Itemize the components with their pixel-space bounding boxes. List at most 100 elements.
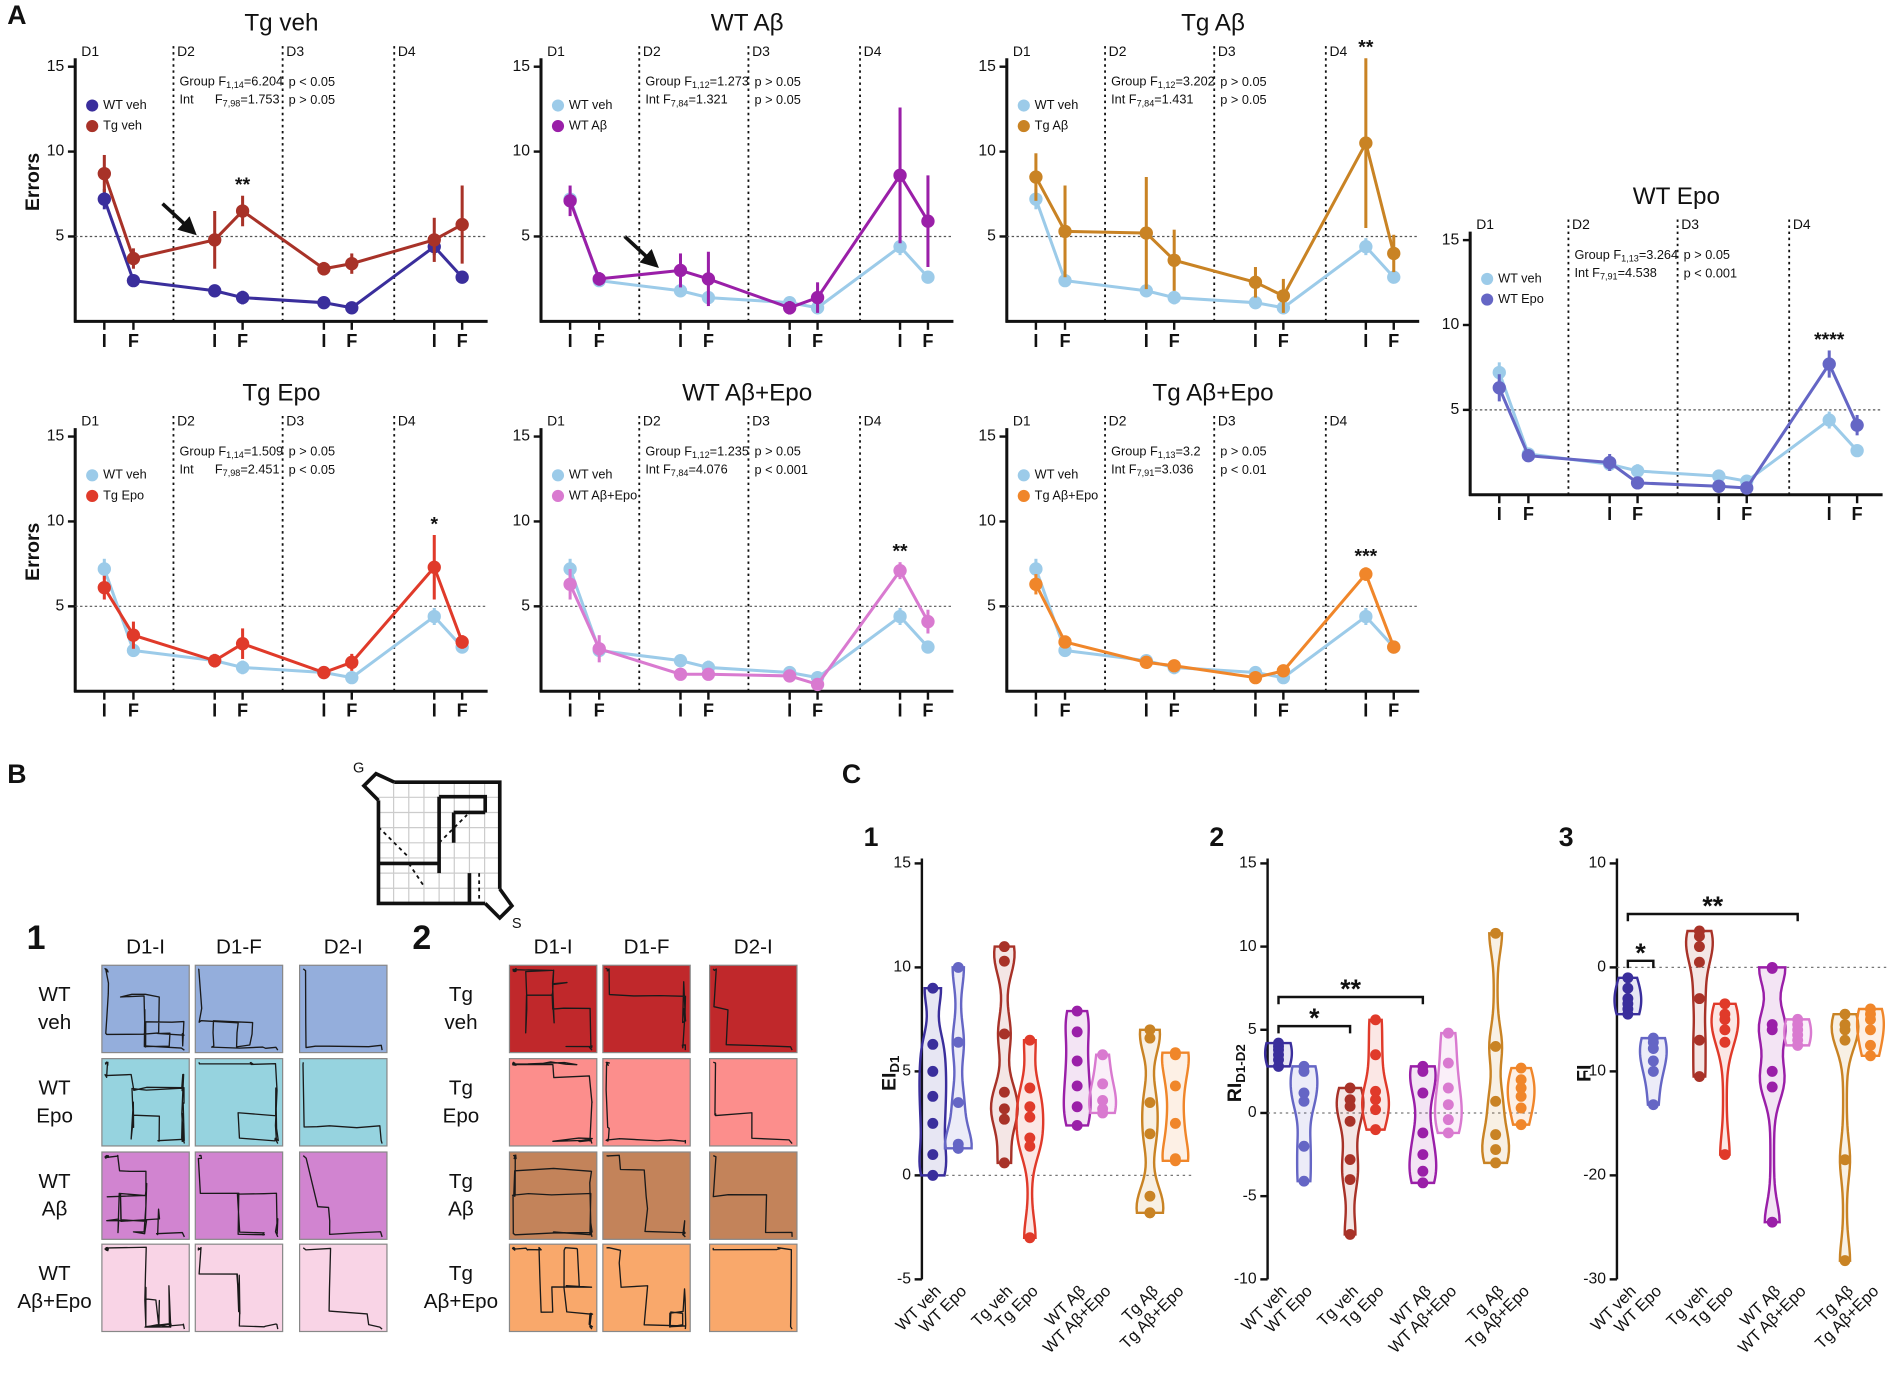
x-tick-label: F xyxy=(237,331,248,351)
data-point xyxy=(1144,1097,1156,1109)
data-point xyxy=(1719,1013,1731,1025)
x-tick-label: F xyxy=(594,701,605,721)
x-tick-label: I xyxy=(898,331,903,351)
data-point xyxy=(1417,1177,1429,1189)
significance-label: * xyxy=(1635,938,1646,968)
data-point xyxy=(1024,1111,1036,1123)
stat-text: Int F7,91=3.036 xyxy=(1111,462,1193,479)
data-point xyxy=(235,204,250,218)
data-point xyxy=(1719,1149,1731,1161)
trajectory-panel xyxy=(299,1151,388,1240)
data-point xyxy=(1490,1144,1502,1156)
trajectory xyxy=(712,1155,793,1237)
data-point xyxy=(1169,1049,1181,1061)
stat-df: 7,84 xyxy=(671,469,689,479)
x-tick-label: I xyxy=(568,701,573,721)
row-label: Aβ xyxy=(42,1198,68,1221)
data-point xyxy=(1273,1060,1284,1072)
data-point xyxy=(1144,1190,1156,1202)
data-point xyxy=(1839,1255,1851,1267)
data-point xyxy=(1071,1101,1083,1113)
stat-label: Group F xyxy=(1574,247,1621,262)
data-point xyxy=(592,642,606,656)
stat-text: Int F7,98=1.753 xyxy=(180,92,280,109)
x-tick-label: F xyxy=(703,701,714,721)
legend-marker xyxy=(551,489,565,503)
trajectory xyxy=(606,1247,687,1330)
data-point xyxy=(1058,224,1072,239)
data-point xyxy=(921,214,935,228)
y-tick-label: 15 xyxy=(513,428,531,445)
stat-text: Int F7,84=4.076 xyxy=(645,462,727,479)
data-point xyxy=(97,192,111,206)
data-point xyxy=(1029,170,1043,184)
y-tick-label: 10 xyxy=(47,513,65,530)
data-point xyxy=(1144,1024,1156,1036)
data-point xyxy=(1693,1071,1705,1083)
data-point xyxy=(1359,239,1373,254)
trajectory-panel xyxy=(299,1058,388,1147)
legend-label: WT Epo xyxy=(1498,291,1544,306)
x-tick-label: I xyxy=(898,701,903,721)
significance-label: * xyxy=(1309,1003,1320,1033)
violin xyxy=(1830,1012,1860,1262)
y-axis-label: RID1-D2 xyxy=(1224,1044,1247,1102)
data-point xyxy=(1490,1040,1502,1052)
day-label: D4 xyxy=(1329,413,1347,429)
y-tick-label: 10 xyxy=(978,513,996,530)
data-point xyxy=(1024,1034,1036,1046)
stat-df: 7,91 xyxy=(1137,469,1155,479)
day-label: D4 xyxy=(398,43,416,59)
data-point xyxy=(1515,1074,1527,1086)
data-point xyxy=(1622,982,1634,994)
x-tick-label: F xyxy=(922,331,933,351)
stat-p: p > 0.05 xyxy=(754,444,800,459)
data-point xyxy=(1387,246,1401,261)
x-tick-label: F xyxy=(1852,504,1863,524)
violin xyxy=(1160,1051,1190,1163)
trajectory-panel xyxy=(101,1058,190,1147)
data-point xyxy=(1622,1008,1634,1020)
data-point xyxy=(1865,1050,1876,1062)
data-point xyxy=(927,1065,939,1077)
data-point xyxy=(1719,998,1731,1010)
data-point xyxy=(235,660,250,675)
stat-p: p > 0.05 xyxy=(754,74,800,89)
stat-df: 1,14 xyxy=(226,81,244,91)
stat-df: 1,12 xyxy=(692,81,710,91)
stat-df: 7,84 xyxy=(1137,99,1155,109)
x-tick-label: I xyxy=(432,701,437,721)
trajectory xyxy=(302,1155,383,1238)
column-header: D1-I xyxy=(534,936,573,959)
data-point xyxy=(1139,655,1153,670)
day-label: D1 xyxy=(81,413,99,429)
x-tick-label: I xyxy=(321,331,326,351)
significance-bracket xyxy=(1626,959,1655,969)
day-label: D4 xyxy=(1329,43,1347,59)
data-point xyxy=(1492,381,1506,395)
row-label: Aβ+Epo xyxy=(17,1290,91,1313)
trajectory xyxy=(104,1246,186,1330)
legend-label: WT veh xyxy=(103,467,147,482)
x-tick-label: F xyxy=(457,701,468,721)
day-label: D1 xyxy=(1013,413,1031,429)
trajectory-panel xyxy=(508,1243,598,1333)
stat-df: 1,13 xyxy=(1621,254,1639,264)
data-point xyxy=(427,233,441,247)
day-label: D1 xyxy=(547,413,565,429)
trajectory-panel xyxy=(194,964,284,1054)
data-point xyxy=(1766,1216,1778,1228)
significance-label: ** xyxy=(893,541,909,563)
day-label: D2 xyxy=(1109,43,1127,59)
data-point xyxy=(1850,443,1864,458)
stat-value: =2.451 xyxy=(240,462,279,477)
x-tick-label: I xyxy=(432,331,437,351)
x-tick-label: F xyxy=(1278,331,1289,351)
data-point xyxy=(1490,1129,1502,1141)
series-line xyxy=(102,173,463,271)
violin xyxy=(1360,1018,1391,1131)
arrow xyxy=(161,202,197,236)
data-point xyxy=(1647,1099,1659,1111)
data-point xyxy=(317,296,331,310)
data-point xyxy=(1344,1174,1356,1185)
